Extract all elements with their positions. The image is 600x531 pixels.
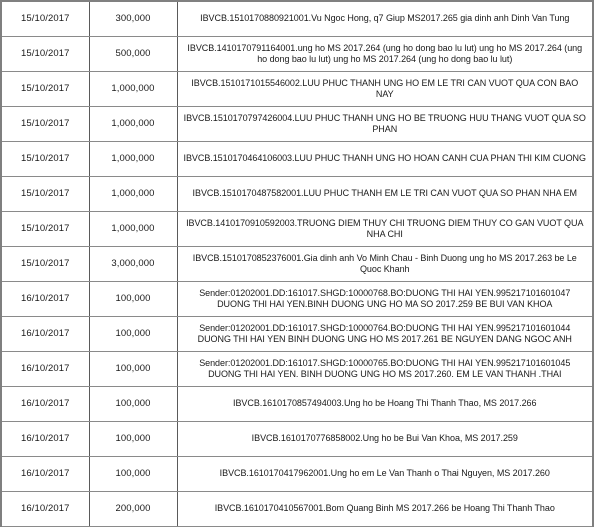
table-row: 15/10/2017 3,000,000 IBVCB.151017085237600… xyxy=(0,246,594,282)
table-row: 15/10/2017 300,000 IBVCB.1510170880921001.… xyxy=(0,0,594,37)
cell-description: Sender:01202001.DD:161017.SHGD:10000768.… xyxy=(176,281,594,317)
cell-description: IBVCB.1510170852376001.Gia dinh anh Vo M… xyxy=(176,246,594,282)
cell-date: 15/10/2017 xyxy=(0,0,90,37)
cell-description: IBVCB.1410170910592003.TRUONG DIEM THUY … xyxy=(176,211,594,247)
cell-amount: 100,000 xyxy=(88,281,178,317)
cell-amount: 100,000 xyxy=(88,421,178,457)
cell-amount: 1,000,000 xyxy=(88,211,178,247)
table-row: 16/10/2017 100,000 IBVCB.1610170776858002.… xyxy=(0,421,594,457)
cell-date: 16/10/2017 xyxy=(0,281,90,317)
cell-description: IBVCB.1610170776858002.Ung ho be Bui Van… xyxy=(176,421,594,457)
cell-description: Sender:01202001.DD:161017.SHGD:10000765.… xyxy=(176,351,594,387)
cell-date: 16/10/2017 xyxy=(0,491,90,527)
table-row: 16/10/2017 100,000 Sender:01202001.DD:1610… xyxy=(0,316,594,352)
cell-date: 16/10/2017 xyxy=(0,386,90,422)
cell-amount: 500,000 xyxy=(88,36,178,72)
cell-description: IBVCB.1510170487582001.LUU PHUC THANH EM… xyxy=(176,176,594,212)
cell-amount: 100,000 xyxy=(88,456,178,492)
cell-date: 15/10/2017 xyxy=(0,106,90,142)
table-row: 16/10/2017 100,000 IBVCB.1610170417962001.… xyxy=(0,456,594,492)
cell-amount: 300,000 xyxy=(88,0,178,37)
cell-description: IBVCB.1610170410567001.Bom Quang Binh MS… xyxy=(176,491,594,527)
table-row: 16/10/2017 100,000 IBVCB.1610170857494003.… xyxy=(0,386,594,422)
cell-date: 16/10/2017 xyxy=(0,351,90,387)
cell-date: 16/10/2017 xyxy=(0,456,90,492)
cell-description: IBVCB.1410170791164001.ung ho MS 2017.26… xyxy=(176,36,594,72)
cell-date: 16/10/2017 xyxy=(0,316,90,352)
table-row: 15/10/2017 1,000,000 IBVCB.151017048758200… xyxy=(0,176,594,212)
cell-amount: 100,000 xyxy=(88,386,178,422)
cell-amount: 1,000,000 xyxy=(88,71,178,107)
cell-amount: 1,000,000 xyxy=(88,106,178,142)
cell-amount: 1,000,000 xyxy=(88,141,178,177)
cell-date: 16/10/2017 xyxy=(0,421,90,457)
table-row: 15/10/2017 1,000,000 IBVCB.151017079742600… xyxy=(0,106,594,142)
cell-amount: 200,000 xyxy=(88,491,178,527)
cell-date: 15/10/2017 xyxy=(0,211,90,247)
cell-date: 15/10/2017 xyxy=(0,176,90,212)
table-row: 15/10/2017 1,000,000 IBVCB.151017046410600… xyxy=(0,141,594,177)
cell-date: 15/10/2017 xyxy=(0,36,90,72)
table-row: 16/10/2017 200,000 IBVCB.1610170410567001.… xyxy=(0,491,594,527)
table-row: 16/10/2017 100,000 Sender:01202001.DD:1610… xyxy=(0,351,594,387)
cell-description: IBVCB.1610170417962001.Ung ho em Le Van … xyxy=(176,456,594,492)
cell-amount: 100,000 xyxy=(88,351,178,387)
cell-amount: 1,000,000 xyxy=(88,176,178,212)
cell-date: 15/10/2017 xyxy=(0,246,90,282)
cell-description: IBVCB.1510170464106003.LUU PHUC THANH UN… xyxy=(176,141,594,177)
table-row: 15/10/2017 1,000,000 IBVCB.151017101554600… xyxy=(0,71,594,107)
table-row: 16/10/2017 100,000 Sender:01202001.DD:1610… xyxy=(0,281,594,317)
cell-description: IBVCB.1510170797426004.LUU PHUC THANH UN… xyxy=(176,106,594,142)
table-row: 15/10/2017 1,000,000 IBVCB.141017091059200… xyxy=(0,211,594,247)
cell-date: 15/10/2017 xyxy=(0,71,90,107)
table-row: 15/10/2017 500,000 IBVCB.1410170791164001.… xyxy=(0,36,594,72)
cell-amount: 3,000,000 xyxy=(88,246,178,282)
cell-description: IBVCB.1610170857494003.Ung ho be Hoang T… xyxy=(176,386,594,422)
cell-amount: 100,000 xyxy=(88,316,178,352)
cell-description: IBVCB.1510171015546002.LUU PHUC THANH UN… xyxy=(176,71,594,107)
cell-date: 15/10/2017 xyxy=(0,141,90,177)
cell-description: Sender:01202001.DD:161017.SHGD:10000764.… xyxy=(176,316,594,352)
cell-description: IBVCB.1510170880921001.Vu Ngoc Hong, q7 … xyxy=(176,0,594,37)
